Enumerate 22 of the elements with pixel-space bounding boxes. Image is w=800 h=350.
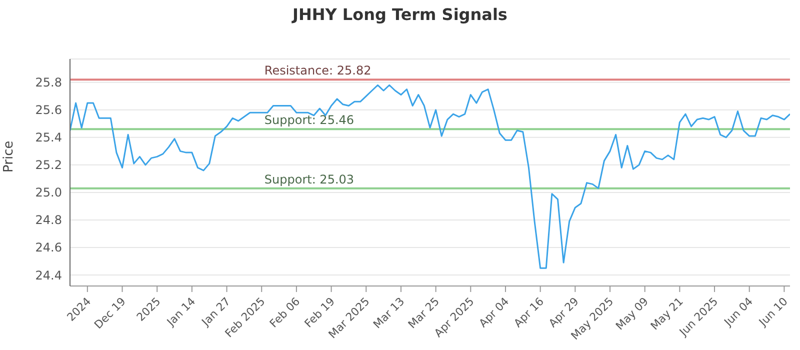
ref-line-label: Support: 25.46 (264, 113, 354, 128)
line-series (70, 84, 790, 269)
y-tick-label: 25.0 (35, 186, 62, 200)
x-tick-label: Mar 13 (370, 294, 408, 332)
x-tick-label: Jun 10 (756, 294, 790, 330)
y-tick-label: 25.8 (35, 76, 62, 90)
chart-title: JHHY Long Term Signals (290, 5, 508, 24)
y-tick-label: 24.8 (35, 213, 62, 228)
ref-line-label: Support: 25.03 (264, 172, 354, 186)
ref-line-label: Resistance: 25.82 (264, 64, 372, 78)
y-tick-label: 25.2 (35, 158, 62, 172)
y-axis-title: Price (2, 140, 17, 172)
x-tick-label: Jan 14 (164, 294, 198, 330)
y-tick-label: 25.4 (35, 130, 62, 145)
x-tick-label: Jun 04 (721, 294, 756, 330)
x-tick-label: Feb 06 (267, 294, 303, 330)
x-tick-label: Dec 19 (92, 294, 128, 332)
y-tick-label: 24.4 (35, 268, 62, 282)
x-tick-label: Apr 04 (476, 294, 512, 330)
y-tick-label: 24.6 (35, 240, 62, 255)
x-tick-label: Apr 16 (511, 294, 546, 330)
y-tick-label: 25.6 (35, 103, 62, 118)
